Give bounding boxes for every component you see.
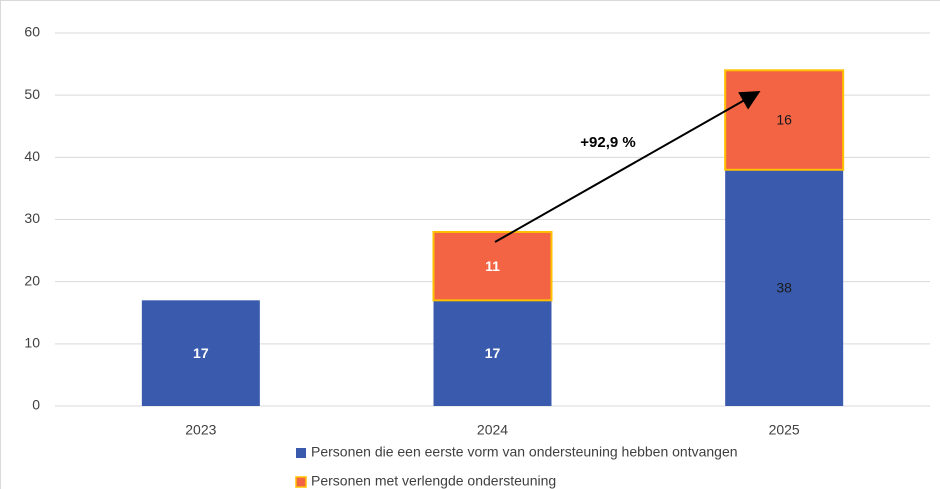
data-label: 17 (485, 345, 501, 361)
y-tick-label: 20 (24, 272, 40, 288)
legend-label: Personen die een eerste vorm van onderst… (311, 444, 738, 460)
bar-segment (725, 169, 844, 406)
annotation: +92,9 % (580, 134, 635, 151)
data-label: 16 (776, 112, 792, 128)
legend-label: Personen met verlengde ondersteuning (311, 473, 556, 489)
bar-segment (724, 69, 845, 171)
y-tick-label: 50 (24, 86, 40, 102)
y-tick-label: 0 (32, 397, 40, 413)
data-label: 17 (193, 345, 209, 361)
y-tick-label: 30 (24, 210, 40, 226)
bar-segment (141, 300, 260, 406)
x-tick-label: 2023 (185, 422, 216, 438)
y-tick-label: 10 (24, 335, 40, 351)
x-tick-label: 2025 (769, 422, 800, 438)
data-label: 38 (776, 280, 792, 296)
bar-segment (432, 230, 553, 302)
y-tick-label: 40 (24, 148, 40, 164)
annotation-arrow (494, 91, 761, 243)
legend-swatch (296, 448, 306, 458)
y-tick-label: 60 (24, 24, 40, 40)
legend-swatch (295, 476, 307, 488)
x-tick-label: 2024 (477, 422, 508, 438)
data-label: 11 (485, 258, 500, 274)
bar-segment (433, 300, 552, 406)
